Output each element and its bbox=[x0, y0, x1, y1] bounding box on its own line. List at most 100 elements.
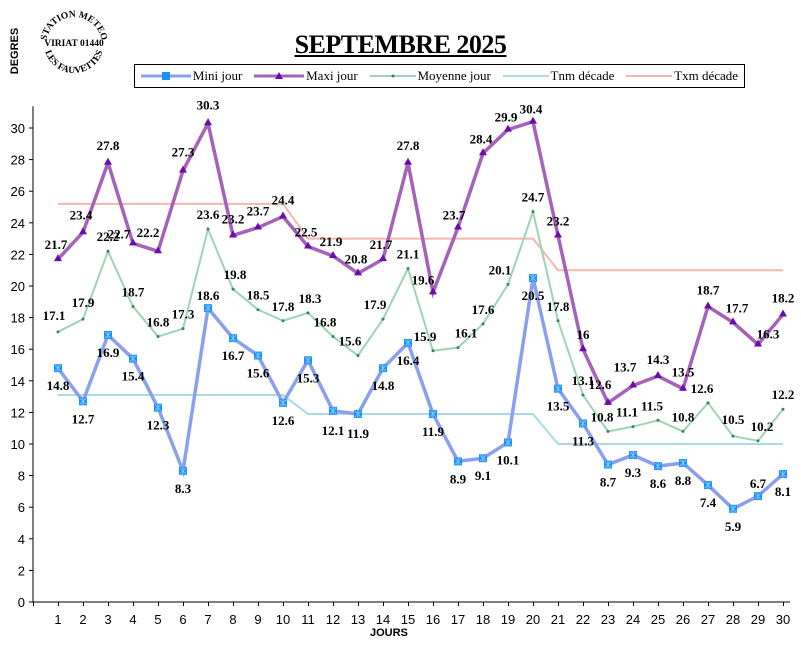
stamp-middle-text: VIRIAT 01440 bbox=[44, 39, 104, 49]
x-tick-label: 24 bbox=[626, 612, 640, 627]
legend-item-tnm: Tnm décade bbox=[502, 68, 615, 84]
data-point-marker bbox=[306, 311, 310, 315]
data-label: 15.6 bbox=[339, 334, 362, 349]
data-label: 16 bbox=[577, 327, 591, 342]
data-point-marker bbox=[204, 118, 212, 126]
x-tick-label: 23 bbox=[601, 612, 615, 627]
data-point-marker bbox=[229, 230, 237, 238]
data-label: 16.4 bbox=[397, 353, 420, 368]
data-label: 21.7 bbox=[370, 237, 393, 252]
data-label: 18.6 bbox=[197, 288, 220, 303]
data-label: 16.1 bbox=[455, 326, 478, 341]
data-point-marker bbox=[629, 380, 637, 388]
y-tick-label: 22 bbox=[11, 247, 25, 262]
data-label: 12.7 bbox=[72, 411, 95, 426]
y-tick-label: 10 bbox=[11, 437, 25, 452]
data-label: 10.8 bbox=[591, 409, 614, 424]
data-label: 17.1 bbox=[43, 308, 66, 323]
data-label: 24.7 bbox=[522, 190, 545, 205]
data-label: 11.9 bbox=[347, 426, 370, 441]
data-point-marker bbox=[654, 371, 662, 379]
data-label: 28.4 bbox=[470, 131, 493, 146]
data-point-marker bbox=[356, 354, 360, 358]
data-point-marker bbox=[756, 439, 760, 443]
data-label: 18.5 bbox=[247, 288, 270, 303]
data-label: 21.7 bbox=[45, 237, 68, 252]
data-label: 30.4 bbox=[520, 102, 543, 117]
data-point-marker bbox=[454, 222, 462, 230]
y-tick-label: 0 bbox=[18, 595, 25, 610]
series-line-4 bbox=[58, 202, 783, 272]
data-label: 9.1 bbox=[475, 468, 491, 483]
data-point-marker bbox=[381, 317, 385, 321]
data-point-marker bbox=[279, 211, 287, 219]
data-point-marker bbox=[754, 339, 762, 347]
data-label: 10.8 bbox=[672, 409, 695, 424]
x-tick-label: 12 bbox=[326, 612, 340, 627]
data-label: 27.8 bbox=[97, 138, 120, 153]
data-point-marker bbox=[304, 241, 312, 249]
data-point-marker bbox=[104, 157, 112, 165]
data-label: 22.2 bbox=[97, 229, 120, 244]
x-tick-label: 16 bbox=[426, 612, 440, 627]
data-label: 16.3 bbox=[757, 326, 780, 341]
data-point-marker bbox=[406, 267, 410, 271]
x-axis-label: JOURS bbox=[370, 627, 408, 639]
x-tick-label: 15 bbox=[401, 612, 415, 627]
data-point-marker bbox=[556, 319, 560, 323]
data-label: 22.5 bbox=[295, 225, 318, 240]
data-label: 23.7 bbox=[247, 204, 270, 219]
data-label: 8.7 bbox=[600, 475, 617, 490]
mini-line-marker-icon bbox=[140, 72, 191, 80]
data-label: 17.6 bbox=[472, 302, 495, 317]
data-label: 17.7 bbox=[726, 300, 749, 315]
data-label: 17.3 bbox=[172, 307, 195, 322]
y-tick-label: 28 bbox=[11, 153, 25, 168]
x-tick-label: 14 bbox=[376, 612, 390, 627]
data-label: 22.7 bbox=[108, 226, 131, 241]
data-point-marker bbox=[254, 222, 262, 230]
x-tick-label: 29 bbox=[751, 612, 765, 627]
data-label: 19.6 bbox=[412, 272, 435, 287]
x-tick-label: 3 bbox=[104, 612, 111, 627]
y-tick-label: 24 bbox=[11, 216, 25, 231]
data-label: 17.8 bbox=[272, 299, 295, 314]
y-tick-label: 6 bbox=[18, 500, 25, 515]
data-label: 23.7 bbox=[443, 208, 466, 223]
x-tick-label: 30 bbox=[776, 612, 790, 627]
data-label: 6.7 bbox=[750, 476, 767, 491]
x-tick-label: 7 bbox=[204, 612, 211, 627]
data-point-marker bbox=[54, 254, 62, 262]
data-label: 18.7 bbox=[122, 285, 145, 300]
data-label: 24.4 bbox=[272, 192, 295, 207]
data-point-marker bbox=[156, 335, 160, 339]
data-point-marker bbox=[581, 393, 585, 397]
x-tick-label: 19 bbox=[501, 612, 515, 627]
data-point-marker bbox=[181, 327, 185, 331]
series-line-0 bbox=[56, 277, 785, 511]
data-point-marker bbox=[329, 250, 337, 258]
data-label: 15.9 bbox=[414, 329, 437, 344]
data-point-marker bbox=[481, 322, 485, 326]
data-point-marker bbox=[554, 230, 562, 238]
data-label: 13.1 bbox=[572, 373, 595, 388]
data-label: 12.6 bbox=[589, 377, 612, 392]
legend-label: Moyenne jour bbox=[417, 68, 491, 83]
data-label: 8.6 bbox=[650, 476, 667, 491]
data-label: 17.9 bbox=[364, 297, 387, 312]
data-label: 10.1 bbox=[497, 452, 520, 467]
data-label: 8.9 bbox=[450, 471, 467, 486]
data-point-marker bbox=[256, 308, 260, 312]
legend-label: Tnm décade bbox=[550, 68, 615, 83]
data-label: 8.3 bbox=[175, 481, 192, 496]
legend-label: Txm décade bbox=[674, 68, 739, 83]
x-tick-label: 22 bbox=[576, 612, 590, 627]
data-label: 17.9 bbox=[72, 295, 95, 310]
y-tick-label: 4 bbox=[18, 532, 25, 547]
data-point-marker bbox=[131, 305, 135, 309]
x-tick-label: 25 bbox=[651, 612, 665, 627]
data-point-marker bbox=[704, 301, 712, 309]
data-label: 15.3 bbox=[297, 370, 320, 385]
data-point-marker bbox=[404, 157, 412, 165]
